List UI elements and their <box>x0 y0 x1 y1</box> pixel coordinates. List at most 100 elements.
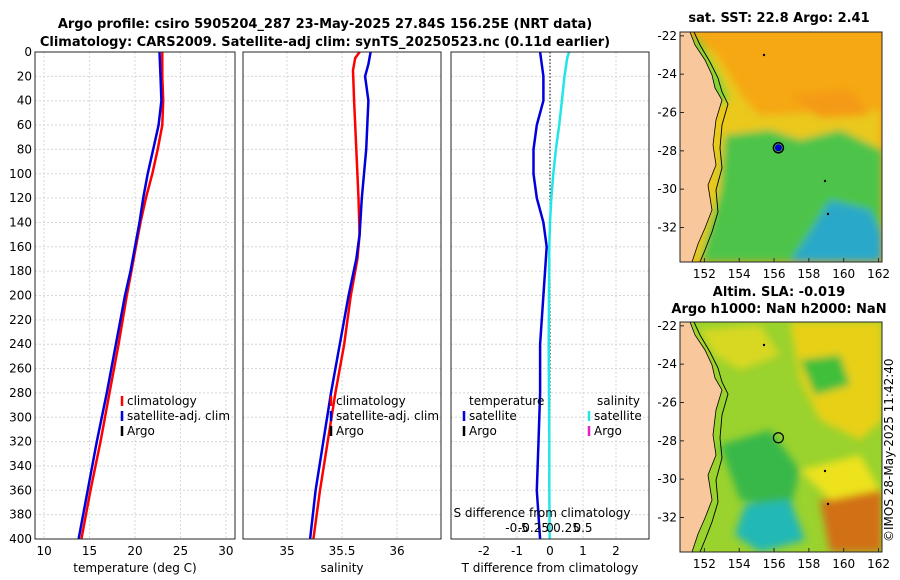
top-tick-label: 0.5 <box>573 521 592 535</box>
legend-label: climatology <box>127 394 197 408</box>
legend-label: Argo <box>127 424 155 438</box>
sla-yellow-north <box>700 325 780 370</box>
sla-map-island-1 <box>762 343 766 347</box>
sst-map-land <box>680 32 723 262</box>
map-x-tick-label: 162 <box>867 557 890 571</box>
x-tick-label: 10 <box>36 544 51 558</box>
x-axis-label: T difference from climatology <box>461 561 639 575</box>
y-tick-label: 120 <box>9 191 32 205</box>
y-tick-label: 40 <box>17 94 32 108</box>
y-tick-label: 180 <box>9 264 32 278</box>
map-y-tick-label: -32 <box>657 221 677 235</box>
top-tick-label: -0.25 <box>518 521 549 535</box>
y-tick-label: 160 <box>9 240 32 254</box>
sla-map-land <box>680 322 723 552</box>
map-y-tick-label: -28 <box>657 434 677 448</box>
legend-label: Argo <box>469 424 497 438</box>
sst-map-title: sat. SST: 22.8 Argo: 2.41 <box>688 11 869 26</box>
y-tick-label: 140 <box>9 215 32 229</box>
map-x-tick-label: 160 <box>832 267 855 281</box>
x-tick-label: 0 <box>546 544 554 558</box>
sla-green-band <box>720 430 800 510</box>
map-y-tick-label: -24 <box>657 357 677 371</box>
y-tick-label: 100 <box>9 167 32 181</box>
legend-label: climatology <box>336 394 406 408</box>
x-axis-label-top: S difference from climatology <box>454 506 631 520</box>
y-tick-label: 320 <box>9 435 32 449</box>
sla-map-frame <box>679 321 883 553</box>
map-x-tick-label: 154 <box>728 557 751 571</box>
sst-cool-patch <box>790 200 882 262</box>
x-tick-label: 36 <box>389 544 404 558</box>
sla-cyan-eddy <box>735 500 805 552</box>
y-tick-label: 240 <box>9 337 32 351</box>
legend-label: satellite <box>594 409 642 423</box>
x-axis-label: salinity <box>320 561 363 575</box>
sst-map-argo-position <box>772 142 785 154</box>
legend-label: Argo <box>594 424 622 438</box>
map-x-tick-label: 158 <box>797 557 820 571</box>
map-x-tick-label: 152 <box>693 267 716 281</box>
top-tick-label: -0.5 <box>505 521 528 535</box>
plot-frame <box>34 51 236 540</box>
legend-label: satellite-adj. clim <box>127 409 230 423</box>
legend-title-temperature: temperature <box>469 394 544 408</box>
y-tick-label: 400 <box>9 532 32 546</box>
sla-map-title-line2: Argo h1000: NaN h2000: NaN <box>671 302 886 317</box>
x-tick-label: 20 <box>127 544 142 558</box>
map-x-tick-label: 154 <box>728 267 751 281</box>
legend-label: satellite-adj. clim <box>336 409 439 423</box>
series-line-salinity-satellite <box>547 51 571 540</box>
temperature-panel: 0 20 40 60 80 100 120 140 160 180 200 220 240 260 280 3… <box>9 45 236 575</box>
sst-map-shelf-contour <box>693 32 729 262</box>
salinity-panel: 35 35.5 36 salinity climatologysatellite-adj… <box>242 51 442 575</box>
y-tick-label: 20 <box>17 69 32 83</box>
sla-map-shelf-contour <box>693 322 729 552</box>
map-y-tick-label: -32 <box>657 511 677 525</box>
sst-map-axes: 152 154 156 158 160 162 -22 -24 -26 -28 -30 -32 <box>657 29 890 281</box>
y-tick-label: 280 <box>9 386 32 400</box>
map-y-tick-label: -26 <box>657 396 677 410</box>
sst-map-island-1 <box>762 53 766 57</box>
x-tick-label: 35 <box>279 544 294 558</box>
map-y-tick-label: -28 <box>657 144 677 158</box>
sla-map-island-2 <box>823 469 827 473</box>
sla-map-axes: 152 154 156 158 160 162 -22 -24 -26 -28 -30 -32 <box>657 319 890 571</box>
sla-green-eddy <box>800 355 850 395</box>
x-axis-label: temperature (deg C) <box>73 561 196 575</box>
figure-title-line2: Climatology: CARS2009. Satellite-adj cli… <box>40 35 610 50</box>
sla-map-island-3 <box>826 502 830 506</box>
x-tick-label: 30 <box>218 544 233 558</box>
map-x-tick-label: 160 <box>832 557 855 571</box>
legend-label: Argo <box>336 424 364 438</box>
sst-map-argo-fill <box>774 144 782 152</box>
y-tick-label: 80 <box>17 142 32 156</box>
y-tick-label: 0 <box>24 45 32 59</box>
sst-map-island-2 <box>823 179 827 183</box>
y-tick-label: 360 <box>9 483 32 497</box>
y-tick-label: 220 <box>9 313 32 327</box>
sst-map-island-3 <box>826 212 830 216</box>
imos-watermark: ©IMOS 28-May-2025 11:42:40 <box>882 358 896 542</box>
y-tick-label: 300 <box>9 410 32 424</box>
y-tick-label: 260 <box>9 362 32 376</box>
plot-frame <box>242 51 442 540</box>
map-x-tick-label: 156 <box>763 267 786 281</box>
map-x-tick-label: 152 <box>693 557 716 571</box>
map-x-tick-label: 156 <box>763 557 786 571</box>
map-y-tick-label: -22 <box>657 29 677 43</box>
x-tick-label: 35.5 <box>329 544 356 558</box>
sla-map-argo-position <box>772 432 784 444</box>
series-line-climatology <box>80 52 165 540</box>
x-tick-label: 1 <box>579 544 587 558</box>
sla-map-title-line1: Altim. SLA: -0.019 <box>713 285 845 300</box>
map-y-tick-label: -22 <box>657 319 677 333</box>
y-tick-label: 340 <box>9 459 32 473</box>
map-y-tick-label: -24 <box>657 67 677 81</box>
figure-title-line1: Argo profile: csiro 5905204_287 23-May-2… <box>58 17 592 32</box>
series-line-temperature-satellite <box>532 51 548 540</box>
y-tick-label: 200 <box>9 289 32 303</box>
x-tick-label: 25 <box>173 544 188 558</box>
top-tick-label: 0.25 <box>553 521 580 535</box>
